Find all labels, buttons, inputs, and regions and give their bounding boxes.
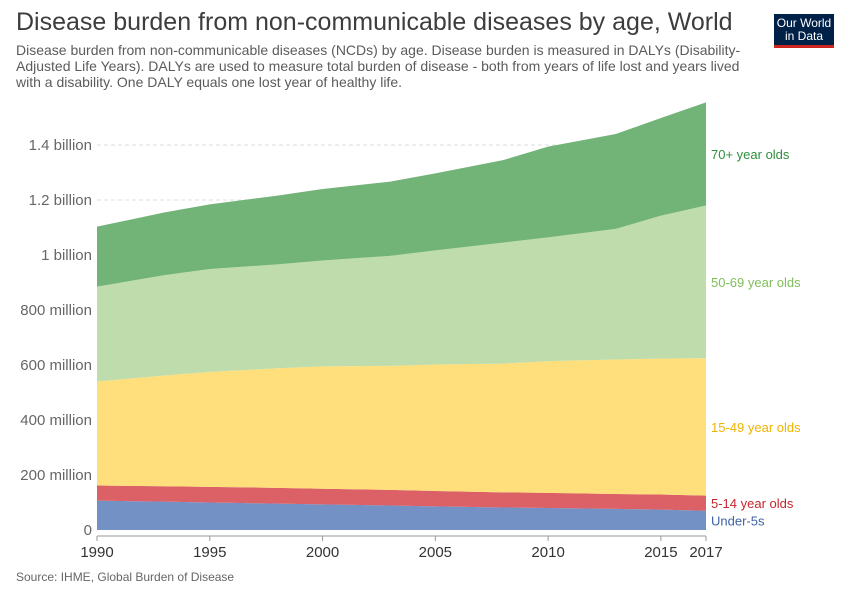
- y-tick-label: 800 million: [20, 302, 92, 319]
- area-70-year-olds[interactable]: [97, 102, 706, 287]
- logo-line-1: Our World: [776, 16, 832, 30]
- x-tick-label: 2000: [306, 544, 339, 561]
- series-label: 5-14 year olds: [711, 496, 794, 511]
- y-tick-label: 200 million: [20, 467, 92, 484]
- y-tick-label: 1.2 billion: [29, 192, 92, 209]
- x-axis: 1990 1995 2000 2005 2010 2015 2017: [80, 535, 723, 561]
- chart-subtitle: Disease burden from non-communicable dis…: [16, 42, 741, 90]
- y-axis-ticks: 0 200 million 400 million 600 million 800 mi…: [20, 137, 92, 539]
- y-tick-label: 400 million: [20, 412, 92, 429]
- area-5-14-year-olds[interactable]: [97, 485, 706, 511]
- y-tick-label: 600 million: [20, 357, 92, 374]
- x-tick-label: 2010: [531, 544, 564, 561]
- series-labels: Under-5s 5-14 year olds 15-49 year olds 50-…: [711, 147, 801, 528]
- series-label: 15-49 year olds: [711, 420, 801, 435]
- x-tick-label: 1995: [193, 544, 226, 561]
- series-label: 50-69 year olds: [711, 275, 801, 290]
- logo-line-2: in Data: [784, 29, 824, 43]
- y-tick-label: 0: [84, 522, 92, 539]
- series-label: Under-5s: [711, 513, 765, 528]
- series-label: 70+ year olds: [711, 147, 790, 162]
- chart-title: Disease burden from non-communicable dis…: [16, 8, 733, 36]
- area-50-69-year-olds[interactable]: [97, 205, 706, 382]
- owid-logo[interactable]: Our World in Data: [774, 14, 834, 48]
- area-under-5s[interactable]: [97, 500, 706, 530]
- y-tick-label: 1 billion: [41, 247, 92, 264]
- area-series: [97, 102, 706, 530]
- y-tick-label: 1.4 billion: [29, 137, 92, 154]
- x-tick-label: 1990: [80, 544, 113, 561]
- x-tick-label: 2005: [419, 544, 452, 561]
- area-15-49-year-olds[interactable]: [97, 358, 706, 496]
- x-tick-label: 2015: [644, 544, 677, 561]
- x-tick-label: 2017: [689, 544, 722, 561]
- source-note: Source: IHME, Global Burden of Disease: [16, 570, 235, 584]
